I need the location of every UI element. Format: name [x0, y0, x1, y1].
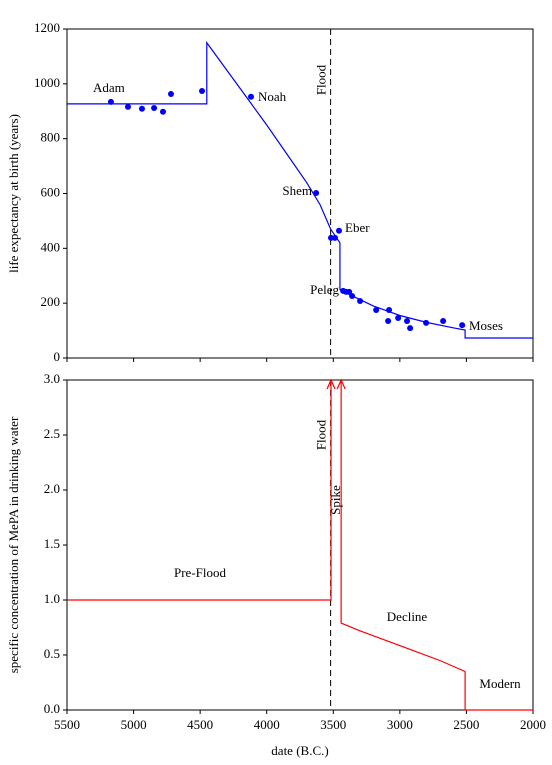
annotation: Modern [479, 676, 521, 691]
y-tick-label: 1200 [34, 20, 60, 35]
annotation: Spike [328, 485, 343, 515]
y-tick-label: 0.5 [44, 646, 60, 661]
data-point [336, 227, 343, 234]
plot-frame [66, 379, 534, 711]
flood-label: Flood [314, 64, 329, 95]
x-tick-label: 5000 [121, 717, 147, 732]
data-point [357, 297, 364, 304]
data-point [167, 90, 174, 97]
data-point [313, 189, 320, 196]
data-point [407, 325, 414, 332]
y-tick-label: 2.0 [44, 481, 60, 496]
annotation: Shem [282, 183, 312, 198]
x-tick-label: 3000 [387, 717, 413, 732]
x-tick-label: 3500 [320, 717, 346, 732]
data-point [385, 317, 392, 324]
data-point [151, 104, 158, 111]
y-axis-label: life expectancy at birth (years) [6, 114, 21, 273]
arrowhead [336, 378, 346, 390]
data-point [248, 93, 255, 100]
data-point [373, 307, 380, 314]
flood-label: Flood [314, 419, 329, 450]
annotation: Noah [258, 89, 287, 104]
y-tick-label: 600 [41, 184, 61, 199]
annotation: Peleg [310, 282, 339, 297]
y-axis-label: specific concentration of MePA in drinki… [6, 416, 21, 673]
x-tick-label: 2500 [453, 717, 479, 732]
x-axis-label: date (B.C.) [271, 743, 328, 758]
y-tick-label: 0 [54, 349, 61, 364]
y-tick-label: 2.5 [44, 426, 60, 441]
y-tick-label: 1.5 [44, 536, 60, 551]
data-point [138, 105, 145, 112]
y-tick-label: 200 [41, 294, 61, 309]
data-point [199, 87, 206, 94]
data-point [124, 103, 131, 110]
data-point [107, 98, 114, 105]
y-tick-label: 0.0 [44, 701, 60, 716]
data-point [349, 293, 356, 300]
y-tick-label: 1.0 [44, 591, 60, 606]
annotation: Moses [469, 318, 503, 333]
y-tick-label: 3.0 [44, 371, 60, 386]
x-tick-label: 4000 [254, 717, 280, 732]
data-point [423, 319, 430, 326]
y-tick-label: 800 [41, 130, 61, 145]
x-tick-label: 5500 [54, 717, 80, 732]
arrowhead [326, 378, 336, 390]
annotation: Decline [387, 609, 428, 624]
data-point [395, 314, 402, 321]
x-tick-label: 4500 [187, 717, 213, 732]
concentration-line [67, 380, 533, 711]
annotation: Adam [93, 80, 125, 95]
y-tick-label: 400 [41, 239, 61, 254]
x-tick-label: 2000 [520, 717, 546, 732]
data-point [404, 317, 411, 324]
annotation: Pre-Flood [174, 565, 227, 580]
data-point [459, 322, 466, 329]
data-point [386, 307, 393, 314]
data-point [159, 108, 166, 115]
data-point [332, 234, 339, 241]
y-tick-label: 1000 [34, 75, 60, 90]
annotation: Eber [345, 220, 370, 235]
data-point [440, 317, 447, 324]
